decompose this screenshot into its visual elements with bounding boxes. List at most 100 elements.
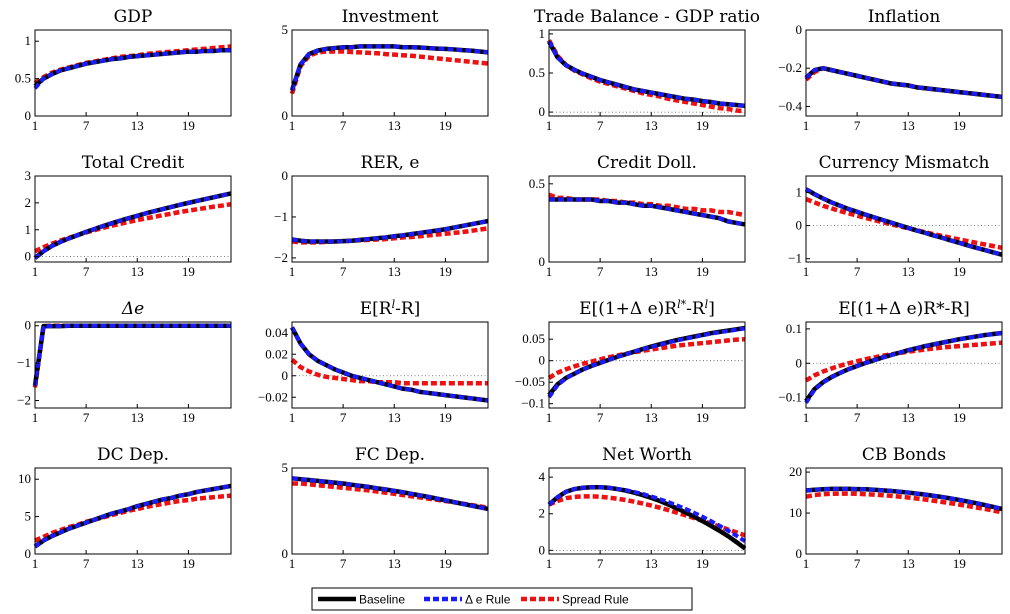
panel-title: RER, e: [361, 153, 420, 173]
axes-frame: [805, 321, 1003, 409]
x-tick-label: 1: [546, 118, 553, 133]
x-tick-label: 1: [546, 556, 553, 571]
x-tick-label: 13: [902, 410, 915, 425]
plot-area: [35, 30, 231, 116]
panel-rer-e: RER, e 1 7 13 19 0 −1 −2: [274, 153, 489, 279]
series-line-spread-rule: [289, 49, 489, 95]
x-tick-label: 19: [182, 556, 195, 571]
x-tick-label: 7: [340, 556, 347, 571]
y-tick-label: 1: [796, 185, 803, 200]
panel-cb-bonds: CB Bonds 1 7 13 19 0 10 20: [789, 445, 1003, 571]
legend-label-de-rule: Δ e Rule: [465, 593, 511, 607]
x-tick-label: 13: [902, 118, 915, 133]
y-tick-label: −1: [274, 209, 288, 224]
panel-title: CB Bonds: [862, 445, 946, 465]
y-tick-label: 0: [796, 22, 803, 37]
legend-label-spread-rule: Spread Rule: [562, 593, 629, 607]
x-tick-label: 13: [131, 556, 144, 571]
y-tick-label: −2: [17, 393, 31, 408]
y-tick-label: 1: [25, 222, 32, 237]
plot-area: [549, 322, 745, 408]
x-tick-label: 7: [854, 118, 861, 133]
axes-frame: [34, 467, 232, 555]
x-tick-label: 13: [388, 264, 401, 279]
y-tick-label: 0: [25, 546, 32, 561]
panel-title: Net Worth: [602, 445, 692, 465]
x-tick-label: 13: [388, 118, 401, 133]
x-tick-label: 19: [953, 118, 966, 133]
panel-dc-dep: DC Dep. 1 7 13 19 0 5 10: [18, 445, 232, 571]
x-tick-label: 13: [645, 264, 658, 279]
y-tick-label: −0.02: [258, 389, 288, 404]
x-tick-label: 7: [83, 556, 90, 571]
series-line-delta-e-rule: [290, 44, 489, 91]
x-tick-label: 7: [597, 410, 604, 425]
panel-e-1-delta-e-r-r: E[(1+Δ e)R*-R] 1 7 13 19 0.1 0 −0.1: [778, 299, 1003, 425]
y-tick-label: 0: [282, 368, 289, 383]
x-tick-label: 7: [83, 118, 90, 133]
axes-frame: [291, 321, 489, 409]
x-tick-label: 19: [953, 264, 966, 279]
x-tick-label: 7: [340, 118, 347, 133]
axes-frame: [34, 175, 232, 263]
x-tick-label: 1: [32, 264, 39, 279]
x-tick-label: 1: [803, 556, 810, 571]
y-tick-label: −0.2: [778, 60, 802, 75]
axes-frame: [34, 321, 232, 409]
panel-title: Trade Balance - GDP ratio: [534, 7, 760, 27]
panel-delta-e: Δe 1 7 13 19 0 −1 −2: [17, 299, 232, 425]
series-line-spread-rule: [548, 494, 746, 538]
x-tick-label: 19: [953, 556, 966, 571]
y-tick-label: 5: [282, 22, 289, 37]
series-line-delta-e-rule: [291, 476, 489, 511]
y-tick-label: 0: [282, 108, 289, 123]
plot-area: [806, 468, 1002, 554]
plot-area: [292, 176, 488, 262]
y-tick-label: 0: [796, 218, 803, 233]
y-tick-label: 1: [25, 33, 32, 48]
axes-frame: [548, 321, 746, 409]
panel-e-r-l-r: E[Rl-R] 1 7 13 19 0.04 0.02 0 −0.02: [258, 298, 489, 425]
y-tick-label: 0: [25, 108, 32, 123]
x-tick-label: 7: [854, 556, 861, 571]
y-tick-label: 20: [789, 464, 802, 479]
legend-box: [311, 587, 693, 611]
x-tick-label: 19: [696, 264, 709, 279]
x-tick-label: 19: [439, 556, 452, 571]
x-tick-label: 1: [546, 410, 553, 425]
y-tick-label: 0: [539, 542, 546, 557]
y-tick-label: −0.4: [778, 98, 802, 113]
panel-currency-mismatch: Currency Mismatch 1 7 13 19 1 0 −1: [788, 153, 1003, 279]
y-tick-label: 0.5: [15, 71, 31, 86]
x-tick-label: 1: [803, 264, 810, 279]
panel-title: Inflation: [868, 7, 941, 27]
axes-frame: [291, 467, 489, 555]
plot-area: [549, 468, 745, 554]
panel-title: E[(1+Δ e)R*-R]: [838, 299, 970, 319]
panel-title: FC Dep.: [355, 445, 425, 465]
y-tick-label: −2: [274, 250, 288, 265]
y-tick-label: 0: [25, 249, 32, 264]
series-line-delta-e-rule: [547, 485, 747, 543]
plot-area: [806, 176, 1002, 262]
x-tick-label: 13: [645, 556, 658, 571]
series-line-delta-e-rule: [33, 323, 231, 386]
y-tick-label: 0: [539, 104, 546, 119]
y-tick-label: 0: [25, 318, 32, 333]
x-tick-label: 1: [32, 118, 39, 133]
x-tick-label: 19: [953, 410, 966, 425]
x-tick-label: 7: [597, 264, 604, 279]
x-tick-label: 19: [439, 118, 452, 133]
plot-area: [292, 30, 488, 116]
x-tick-label: 13: [902, 556, 915, 571]
y-tick-label: −0.1: [521, 396, 545, 411]
x-tick-label: 1: [289, 264, 296, 279]
panel-title: DC Dep.: [97, 445, 169, 465]
x-tick-label: 7: [597, 118, 604, 133]
x-tick-label: 1: [803, 410, 810, 425]
y-tick-label: 0: [282, 168, 289, 183]
panel-investment: Investment 1 7 13 19 0 5: [282, 7, 489, 133]
